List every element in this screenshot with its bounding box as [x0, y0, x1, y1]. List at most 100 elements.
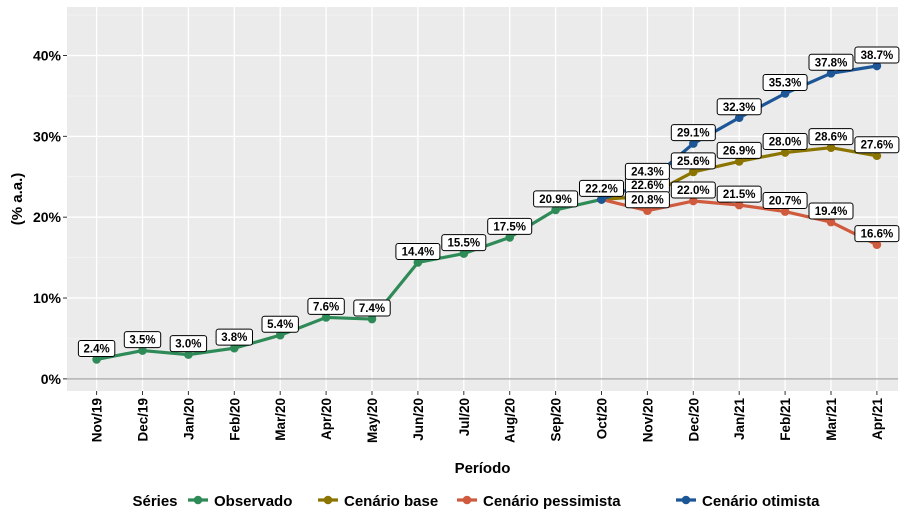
x-tick-label: Jun/20: [411, 398, 426, 441]
y-axis: 0% 10% 20% 30% 40%: [33, 48, 67, 387]
x-tick-label: Feb/20: [227, 398, 242, 441]
svg-text:17.5%: 17.5%: [493, 221, 526, 233]
x-tick-label: May/20: [365, 398, 380, 443]
data-label: 3.8%: [215, 328, 254, 346]
data-point: [734, 157, 744, 166]
x-tick-label: Jan/21: [732, 398, 747, 441]
data-point: [505, 233, 514, 242]
svg-text:32.3%: 32.3%: [723, 102, 756, 114]
svg-text:21.5%: 21.5%: [723, 189, 756, 201]
y-tick-label: 40%: [33, 48, 62, 64]
data-point: [780, 148, 790, 157]
legend-item: Cenário otimista: [676, 493, 820, 510]
svg-text:3.8%: 3.8%: [221, 332, 247, 344]
data-point: [230, 343, 239, 353]
svg-text:22.0%: 22.0%: [677, 185, 710, 197]
svg-text:15.5%: 15.5%: [447, 238, 480, 250]
x-tick-label: Oct/20: [595, 398, 610, 439]
legend-item: Observado: [188, 493, 292, 510]
legend-key-point: [462, 495, 472, 505]
svg-text:25.6%: 25.6%: [677, 156, 710, 168]
data-point: [872, 61, 882, 71]
svg-text:16.6%: 16.6%: [861, 229, 894, 241]
legend: Séries Observado Cenário base Cenário pessi…: [132, 493, 820, 510]
data-label: 24.3%: [624, 162, 670, 180]
data-point: [321, 313, 331, 322]
x-tick-label: Aug/20: [503, 398, 518, 443]
x-tick-label: Mar/20: [273, 398, 288, 441]
svg-text:20.9%: 20.9%: [539, 194, 572, 206]
svg-text:20.8%: 20.8%: [631, 195, 664, 207]
svg-text:22.6%: 22.6%: [631, 180, 664, 192]
data-label: 32.3%: [716, 98, 762, 116]
legend-item: Cenário pessimista: [457, 493, 621, 510]
data-point: [184, 350, 193, 359]
data-label: 25.6%: [670, 152, 716, 170]
data-point: [872, 240, 882, 249]
x-tick-label: Jan/20: [181, 398, 196, 440]
data-label: 27.6%: [854, 136, 900, 154]
y-tick-label: 20%: [33, 209, 62, 225]
x-tick-label: Dec/20: [686, 398, 701, 442]
data-label: 22.2%: [579, 179, 624, 197]
data-label: 15.5%: [441, 234, 487, 252]
svg-text:7.6%: 7.6%: [313, 301, 339, 313]
y-tick-label: 10%: [33, 290, 62, 306]
x-tick-label: Jul/20: [457, 398, 472, 436]
x-tick-label: Sep/20: [549, 398, 564, 442]
y-axis-title: (% a.a.): [9, 173, 26, 226]
legend-key-point: [193, 495, 203, 505]
data-point: [597, 195, 606, 204]
legend-title: Séries: [132, 493, 177, 510]
svg-text:28.6%: 28.6%: [815, 132, 848, 144]
data-point: [138, 346, 147, 355]
x-tick-label: Feb/21: [778, 398, 793, 441]
data-label: 20.7%: [762, 192, 808, 210]
data-label: 22.0%: [670, 181, 716, 199]
legend-key-point: [681, 495, 691, 505]
legend-label: Cenário pessimista: [483, 493, 621, 510]
data-label: 17.5%: [487, 217, 533, 235]
data-label: 2.4%: [77, 339, 116, 357]
data-point: [826, 217, 836, 227]
data-label: 5.4%: [261, 315, 299, 333]
data-point: [459, 249, 469, 258]
data-point: [643, 206, 652, 216]
data-labels: 2.4% 3.5% 3.0% 3.8% 5.4% 7.6% 7.4% 14.4% 15.5% 17…: [77, 46, 900, 357]
x-axis: Nov/19 Dec/19 Jan/20 Feb/20 Mar/20 Apr/20 May/…: [90, 391, 885, 443]
svg-text:7.4%: 7.4%: [359, 303, 385, 315]
x-tick-label: Apr/21: [870, 398, 885, 441]
legend-item: Cenário base: [318, 493, 438, 510]
data-point: [275, 330, 285, 340]
x-axis-title: Período: [455, 460, 511, 477]
svg-text:28.0%: 28.0%: [769, 137, 802, 149]
y-tick-label: 0%: [41, 371, 62, 387]
data-point: [689, 196, 698, 206]
svg-text:37.8%: 37.8%: [815, 57, 848, 69]
legend-label: Observado: [214, 493, 292, 510]
data-label: 7.6%: [307, 297, 345, 315]
data-point: [367, 314, 377, 324]
svg-text:3.0%: 3.0%: [175, 339, 201, 351]
data-point: [780, 207, 790, 216]
data-point: [689, 167, 698, 177]
data-label: 3.5%: [123, 331, 162, 349]
data-point: [92, 355, 101, 364]
legend-label: Cenário otimista: [702, 493, 820, 510]
x-tick-label: Dec/19: [136, 398, 151, 442]
data-point: [826, 143, 836, 152]
data-label: 37.8%: [808, 53, 854, 71]
svg-text:14.4%: 14.4%: [402, 246, 435, 258]
svg-text:24.3%: 24.3%: [631, 166, 664, 178]
data-label: 14.4%: [395, 242, 441, 260]
data-label: 28.0%: [762, 133, 808, 151]
svg-text:27.6%: 27.6%: [861, 140, 894, 152]
data-label: 35.3%: [762, 74, 808, 92]
svg-text:38.7%: 38.7%: [861, 50, 894, 62]
svg-text:22.2%: 22.2%: [585, 183, 618, 195]
data-label: 16.6%: [854, 225, 900, 243]
svg-text:5.4%: 5.4%: [267, 319, 293, 331]
x-tick-label: Nov/20: [640, 398, 655, 442]
x-tick-label: Nov/19: [90, 398, 105, 442]
